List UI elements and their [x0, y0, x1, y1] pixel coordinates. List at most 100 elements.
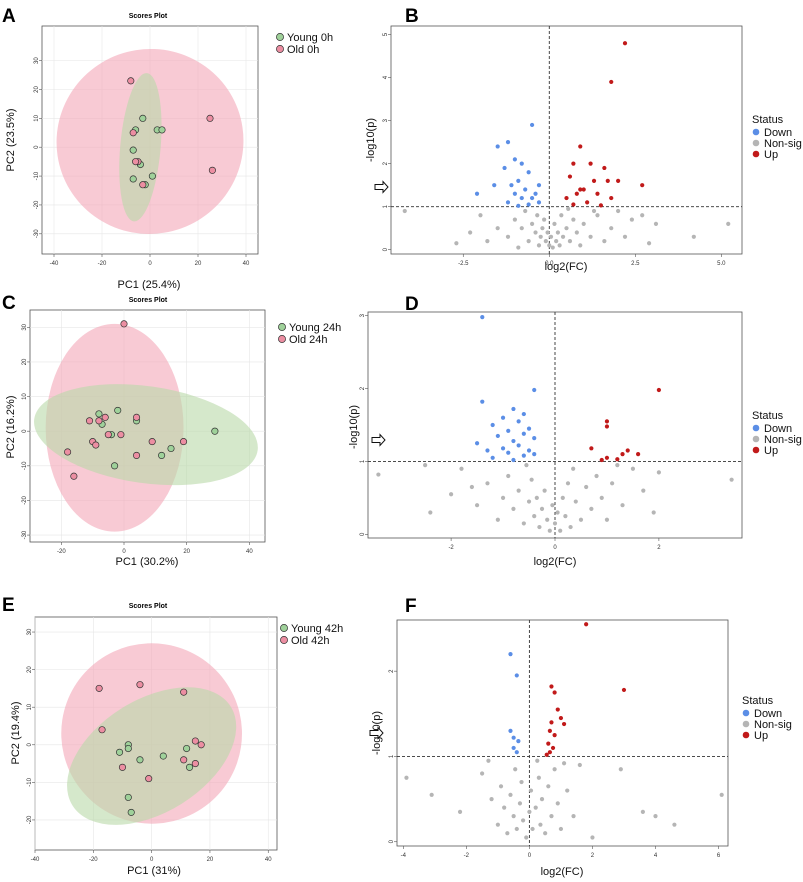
- x-tick-label: 2: [591, 853, 595, 859]
- point-non-sig: [540, 226, 545, 231]
- point-non-sig: [534, 495, 539, 501]
- point-down: [521, 431, 526, 436]
- point-non-sig: [573, 499, 578, 504]
- point-old-0h: [129, 129, 137, 137]
- point-non-sig: [527, 809, 532, 814]
- y-tick-label: -30: [22, 530, 28, 539]
- point-up: [584, 622, 589, 627]
- point-non-sig: [719, 792, 724, 797]
- point-non-sig: [560, 495, 565, 501]
- legend-swatch: [278, 335, 286, 343]
- point-up: [561, 721, 567, 727]
- y-tick-label: 1: [389, 754, 395, 758]
- point-down: [514, 750, 519, 755]
- point-non-sig: [571, 217, 576, 222]
- panel-letter: D: [405, 294, 419, 315]
- point-non-sig: [528, 788, 534, 793]
- point-old-24h: [117, 431, 125, 439]
- x-tick-label: 2: [657, 545, 661, 551]
- legend-label: Up: [764, 149, 778, 161]
- x-tick-label: 0: [148, 261, 152, 267]
- point-non-sig: [495, 822, 500, 827]
- legend-label: Non-sig: [754, 719, 792, 731]
- point-young-42h: [185, 763, 194, 771]
- point-non-sig: [547, 528, 552, 533]
- point-non-sig: [561, 761, 567, 766]
- y-tick-label: -30: [34, 229, 40, 238]
- point-non-sig: [577, 762, 582, 768]
- point-old-42h: [95, 684, 103, 692]
- arrow-icon: [371, 433, 386, 447]
- point-up: [598, 203, 604, 208]
- x-tick-label: 6: [717, 853, 721, 859]
- point-non-sig: [620, 503, 625, 508]
- plot-area: [368, 312, 742, 538]
- point-old-24h: [120, 320, 128, 328]
- x-tick-label: 40: [246, 549, 253, 555]
- point-non-sig: [521, 521, 526, 526]
- point-young-24h: [211, 427, 219, 435]
- y-tick-label: -20: [34, 200, 40, 209]
- plot-area: [56, 48, 244, 234]
- point-non-sig: [529, 477, 534, 482]
- y-tick-label: 10: [34, 114, 40, 121]
- point-down: [526, 170, 531, 175]
- point-down: [480, 315, 485, 320]
- legend-label: Young 0h: [287, 32, 333, 44]
- point-non-sig: [524, 462, 529, 468]
- point-non-sig: [526, 238, 531, 244]
- point-non-sig: [548, 234, 554, 239]
- point-old-42h: [191, 760, 199, 768]
- point-old-24h: [64, 448, 72, 456]
- x-tick-label: 0: [122, 549, 126, 555]
- point-non-sig: [517, 801, 523, 806]
- legend-swatch: [752, 150, 760, 158]
- point-non-sig: [543, 831, 548, 836]
- point-non-sig: [581, 221, 586, 226]
- point-non-sig: [568, 524, 573, 530]
- legend-label: Up: [754, 730, 768, 742]
- point-non-sig: [672, 822, 677, 827]
- x-tick-label: -4: [401, 853, 407, 859]
- y-tick-label: 20: [27, 666, 33, 673]
- point-young-42h: [183, 744, 191, 753]
- legend-swatch: [742, 709, 750, 717]
- point-non-sig: [489, 796, 494, 802]
- chart-title: Scores Plot: [129, 13, 168, 20]
- point-up: [544, 752, 549, 757]
- point-young-42h: [159, 752, 167, 760]
- point-non-sig: [651, 510, 656, 515]
- point-non-sig: [429, 792, 434, 797]
- point-non-sig: [457, 809, 463, 814]
- point-non-sig: [588, 234, 593, 239]
- point-non-sig: [560, 234, 566, 239]
- panel-a: A Scores Plot -40 -20 0 20 40 -30 -20 -10 0 10 20 30 P…: [2, 6, 333, 291]
- point-down: [512, 157, 517, 162]
- point-non-sig: [729, 477, 734, 482]
- y-tick-label: 2: [383, 161, 389, 165]
- point-old-0h: [206, 114, 214, 122]
- point-down: [526, 448, 532, 453]
- point-down: [511, 438, 516, 444]
- point-down: [474, 441, 480, 446]
- point-up: [550, 745, 556, 751]
- point-up: [595, 191, 600, 196]
- x-axis-label: log2(FC): [534, 556, 577, 568]
- point-non-sig: [589, 506, 594, 511]
- point-non-sig: [630, 466, 636, 471]
- y-axis-label: PC2 (19.4%): [10, 702, 22, 765]
- y-tick-label: -10: [34, 171, 40, 180]
- point-young-0h: [129, 175, 137, 183]
- point-non-sig: [726, 221, 731, 226]
- point-non-sig: [565, 481, 571, 486]
- point-non-sig: [537, 524, 542, 530]
- y-tick-label: 0: [383, 247, 389, 251]
- point-old-42h: [180, 688, 188, 696]
- y-tick-label: -10: [22, 461, 28, 470]
- point-non-sig: [500, 495, 506, 501]
- point-down: [500, 415, 506, 420]
